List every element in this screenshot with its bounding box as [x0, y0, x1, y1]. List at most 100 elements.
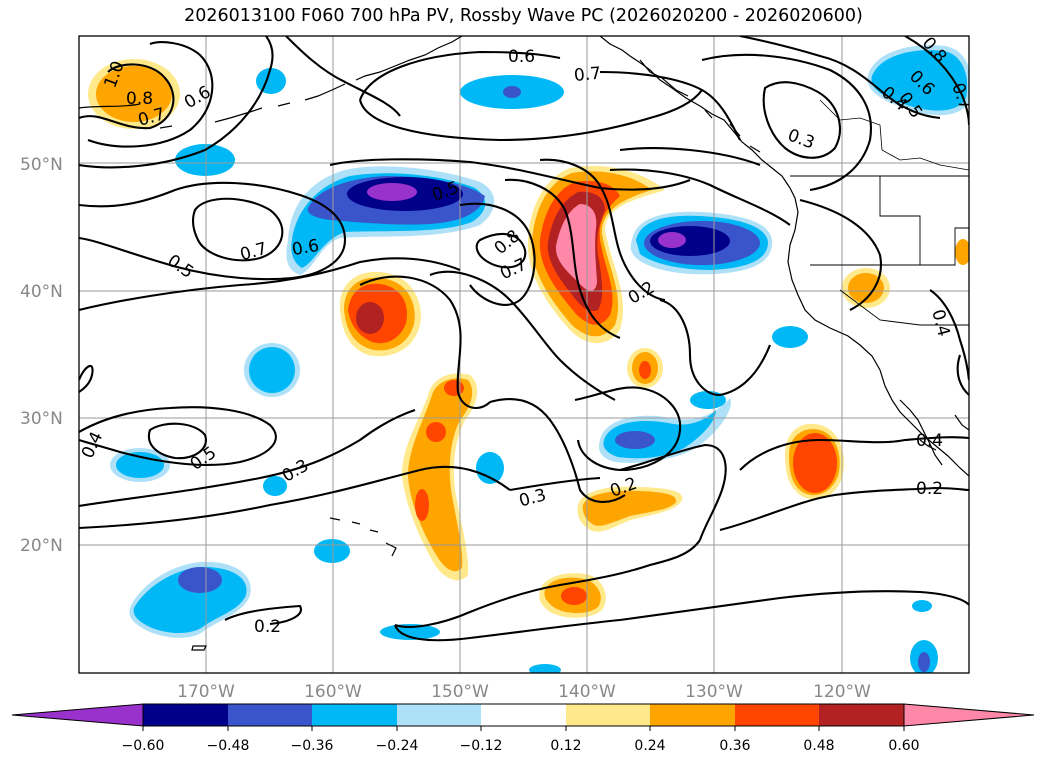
- shade-negative: [314, 539, 350, 563]
- colorbar-tick-label: 0.48: [803, 738, 834, 754]
- colorbar-bin: [481, 704, 566, 726]
- colorbar-tick-label: −0.12: [460, 738, 503, 754]
- contour-line: [79, 257, 461, 312]
- contour-label: 0.8: [126, 89, 153, 109]
- shade-negative: [380, 624, 440, 640]
- contour-line: [191, 197, 284, 262]
- contour-line: [762, 81, 841, 159]
- colorbar-tick-label: −0.36: [291, 738, 334, 754]
- contour-line: [539, 158, 666, 302]
- contour-line: [79, 36, 274, 169]
- colorbar-tick-label: −0.48: [207, 738, 250, 754]
- contour-line: [739, 436, 969, 471]
- contour-line: [394, 590, 969, 642]
- shade-negative: [178, 567, 222, 593]
- contour-line: [359, 50, 561, 101]
- contour-label: 0.2: [916, 479, 943, 499]
- colorbar-tick-label: 0.36: [719, 738, 750, 754]
- lat-tick-label: 30°N: [20, 409, 63, 429]
- contour-line: [599, 70, 741, 141]
- shade-negative: [256, 68, 286, 94]
- shade-negative: [772, 326, 808, 348]
- contour-line: [739, 36, 941, 120]
- colorbar-extend-high: [903, 703, 1035, 727]
- contour-line: [489, 398, 626, 503]
- contour-line: [475, 232, 527, 269]
- lon-tick-label: 160°W: [304, 682, 362, 702]
- shade-negative: [503, 86, 521, 98]
- contour-line: [79, 406, 277, 466]
- lon-tick-label: 130°W: [685, 682, 743, 702]
- shade-negative: [658, 232, 686, 248]
- contour-line: [394, 539, 701, 628]
- contour-line: [147, 422, 208, 460]
- shade-negative: [175, 144, 235, 176]
- lat-tick-label: 20°N: [20, 536, 63, 556]
- colorbar-bin: [819, 704, 904, 726]
- shade-positive: [955, 239, 969, 265]
- contour-line: [79, 409, 416, 508]
- shade-negative: [263, 476, 287, 496]
- shade-positive: [444, 380, 464, 396]
- contour-label: 0.4: [916, 431, 943, 451]
- contour-line: [509, 476, 601, 492]
- lon-tick-label: 150°W: [431, 682, 489, 702]
- shade-positive: [426, 422, 446, 442]
- colorbar-tick-label: −0.60: [122, 738, 165, 754]
- contour-line: [956, 354, 969, 396]
- shade-positive: [96, 66, 172, 122]
- colorbar-tick-label: 0.12: [550, 738, 581, 754]
- shade-positive: [582, 490, 677, 526]
- contour-line: [619, 147, 761, 166]
- shade-positive: [561, 587, 587, 605]
- contour-line: [701, 53, 872, 192]
- lat-tick-label: 40°N: [20, 282, 63, 302]
- contour-line: [429, 270, 616, 401]
- lon-tick-label: 140°W: [558, 682, 616, 702]
- colorbar-tick-label: −0.24: [376, 738, 419, 754]
- colorbar-extend-low: [11, 703, 144, 727]
- contour-line: [609, 168, 791, 226]
- lon-tick-labels: 170°W 160°W 150°W 140°W 130°W 120°W: [177, 682, 871, 702]
- colorbar-tick-label: 0.24: [634, 738, 665, 754]
- contour-line: [504, 178, 621, 339]
- contour-line: [79, 63, 175, 130]
- contour-label: 0.2: [254, 617, 281, 637]
- lon-tick-label: 120°W: [813, 682, 871, 702]
- colorbar-bin: [735, 704, 819, 726]
- shade-negative: [476, 452, 504, 484]
- lat-tick-label: 50°N: [20, 155, 63, 175]
- shade-negative: [690, 391, 726, 409]
- shade-negative: [529, 664, 561, 673]
- shade-negative: [367, 183, 417, 201]
- contour-line: [799, 198, 882, 311]
- colorbar-tick-label: 0.60: [888, 738, 919, 754]
- lon-tick-label: 170°W: [177, 682, 235, 702]
- colorbar-bin: [143, 704, 228, 726]
- colorbar-bin: [312, 704, 397, 726]
- pv-contours: [79, 36, 969, 642]
- contour-line: [659, 298, 771, 397]
- contour-label: 0.7: [573, 64, 602, 86]
- pv-shading: [88, 45, 969, 673]
- contour-line: [719, 486, 969, 532]
- contour-label: 0.6: [508, 47, 535, 67]
- map-frame: [78, 35, 970, 674]
- contour-line: [358, 89, 703, 142]
- shade-negative: [615, 431, 655, 449]
- figure-title: 2026013100 F060 700 hPa PV, Rossby Wave …: [184, 6, 863, 26]
- shade-positive: [848, 273, 884, 303]
- shade-positive: [793, 433, 837, 493]
- colorbar-bin: [650, 704, 735, 726]
- shade-negative: [249, 347, 295, 393]
- colorbar-bin: [566, 704, 650, 726]
- colorbar-bin: [228, 704, 312, 726]
- contour-line: [285, 36, 401, 117]
- shade-negative: [918, 652, 930, 672]
- contour-line: [79, 465, 511, 530]
- contour-line: [359, 275, 491, 410]
- contour-line: [929, 289, 969, 381]
- contour-label: 0.6: [291, 236, 321, 260]
- contour-line: [459, 202, 536, 306]
